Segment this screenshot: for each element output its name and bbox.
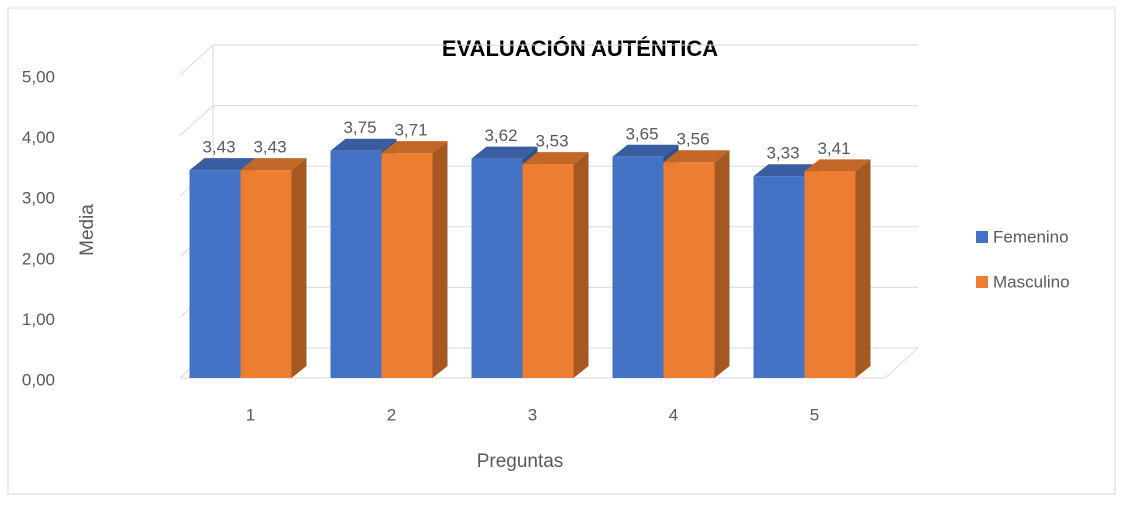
y-tick-label: 4,00 — [22, 128, 55, 147]
data-label: 3,53 — [535, 132, 568, 151]
bar — [804, 171, 856, 378]
x-tick-label: 4 — [669, 405, 678, 424]
bar-top — [330, 138, 397, 151]
bar-top — [804, 159, 871, 172]
x-tick-label: 3 — [528, 405, 537, 424]
data-label: 3,43 — [253, 138, 286, 157]
data-label: 3,43 — [202, 138, 235, 157]
y-tick-label: 5,00 — [22, 67, 55, 86]
data-label: 3,41 — [817, 139, 850, 158]
x-axis-label: Preguntas — [477, 451, 564, 472]
legend-swatch — [976, 276, 988, 288]
bar-top — [753, 164, 820, 177]
data-label: 3,33 — [766, 144, 799, 163]
bar-top — [663, 150, 730, 163]
bar — [240, 170, 292, 378]
bar — [381, 153, 433, 378]
chart-title: EVALUACIÓN AUTÉNTICA — [442, 36, 718, 61]
bar-side — [573, 152, 589, 378]
data-label: 3,65 — [625, 124, 658, 143]
bar — [612, 156, 664, 378]
x-tick-label: 1 — [246, 405, 255, 424]
bar-side — [432, 141, 448, 378]
y-tick-label: 2,00 — [22, 249, 55, 268]
legend-swatch — [976, 231, 988, 243]
bar-top — [612, 144, 679, 157]
bar-top — [189, 158, 256, 171]
bar-top — [240, 158, 307, 171]
bar — [471, 158, 523, 378]
legend-label: Femenino — [993, 227, 1069, 246]
data-label: 3,71 — [394, 121, 427, 140]
bar-top — [471, 146, 538, 159]
y-tick-label: 0,00 — [22, 370, 55, 389]
bar — [330, 150, 382, 378]
bar — [522, 164, 574, 378]
bar-side — [714, 150, 730, 378]
data-label: 3,62 — [484, 126, 517, 145]
bar-top — [522, 152, 589, 165]
bar-top — [381, 141, 448, 154]
bar-side — [291, 158, 307, 378]
bar-side — [855, 159, 871, 378]
y-tick-label: 1,00 — [22, 310, 55, 329]
bar — [663, 162, 715, 378]
x-tick-label: 5 — [810, 405, 819, 424]
y-tick-label: 3,00 — [22, 189, 55, 208]
data-label: 3,56 — [676, 130, 709, 149]
data-label: 3,75 — [343, 118, 376, 137]
bar — [753, 176, 805, 378]
x-tick-label: 2 — [387, 405, 396, 424]
bar — [189, 170, 241, 378]
legend-label: Masculino — [993, 272, 1070, 291]
y-axis-label: Media — [77, 204, 98, 256]
